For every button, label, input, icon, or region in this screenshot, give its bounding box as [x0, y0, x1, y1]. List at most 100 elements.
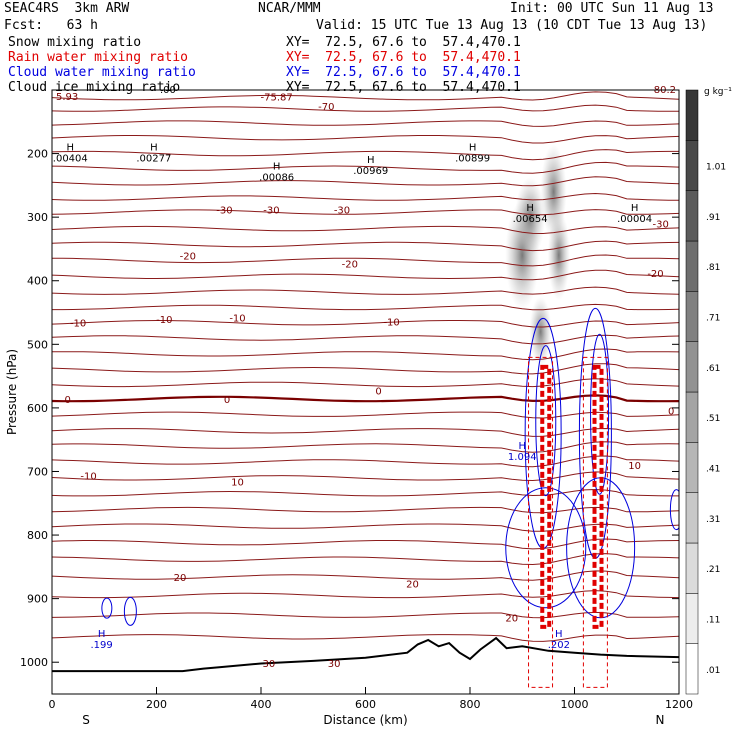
max-marker-5: H [526, 203, 534, 214]
y-tick-label-4: 600 [27, 402, 48, 415]
colorbar-level-1: .11 [706, 616, 720, 626]
header-line1-right: Init: 00 UTC Sun 11 Aug 13 [510, 1, 714, 16]
max-marker-0: H [67, 142, 75, 153]
isotherm-line-19 [52, 378, 679, 388]
field-cloud-ice-xy: XY= 72.5, 67.6 to 57.4,470.1 [286, 80, 521, 95]
colorbar-level-7: .71 [706, 314, 720, 324]
temperature-label-3: -30 [263, 206, 279, 217]
snow-shade-4 [529, 296, 552, 367]
colorbar-level-4: .41 [706, 465, 720, 475]
temperature-label-19: 10 [628, 461, 641, 472]
isotherm-line-29 [52, 538, 679, 550]
temperature-label-20: 20 [174, 573, 187, 584]
rain-contour-2 [540, 364, 552, 629]
temperature-label-15: 0 [375, 387, 381, 398]
temperature-label-24: 30 [328, 659, 341, 670]
y-tick-label-7: 900 [27, 593, 48, 606]
temperature-label-12: -10 [383, 317, 399, 328]
colorbar-segment-2 [685, 542, 699, 594]
colorbar-segment-3 [685, 492, 699, 544]
cloud-water-contour-1 [535, 345, 557, 497]
rain-contour-0 [528, 356, 554, 688]
max-value-9: .202 [548, 640, 570, 651]
field-snow-label: Snow mixing ratio [8, 35, 142, 50]
max-marker-3: H [367, 155, 375, 166]
y-tick-label-1: 300 [27, 211, 48, 224]
y-tick-label-3: 500 [27, 338, 48, 351]
isotherm-line-21 [52, 411, 679, 419]
isotherm-line-5 [52, 161, 679, 174]
colorbar-level-0: .01 [706, 666, 720, 676]
x-tick-label-0: 0 [49, 698, 56, 711]
max-value-5: .00654 [513, 214, 548, 225]
isotherm-line-8 [52, 209, 679, 216]
max-marker-6: H [631, 203, 639, 214]
field-snow-xy: XY= 72.5, 67.6 to 57.4,470.1 [286, 35, 521, 50]
plot-frame [51, 89, 680, 695]
header-line1-left: SEAC4RS 3km ARW [4, 1, 130, 16]
colorbar-level-3: .31 [706, 515, 720, 525]
temperature-label-22: 20 [505, 614, 518, 625]
isotherm-line-0 [52, 91, 679, 101]
isotherm-line-20 [52, 394, 679, 403]
temperature-label-23: 30 [262, 659, 275, 670]
max-marker-1: H [150, 142, 158, 153]
max-marker-2: H [273, 161, 281, 172]
isotherm-line-15 [52, 320, 679, 328]
isotherm-line-22 [52, 427, 679, 437]
isotherm-line-12 [52, 269, 679, 281]
x-tick-label-4: 800 [460, 698, 481, 711]
y-axis-label: Pressure (hPa) [5, 349, 19, 435]
colorbar-level-5: .51 [706, 414, 720, 424]
y-tick-label-2: 400 [27, 275, 48, 288]
colorbar-level-2: .21 [706, 565, 720, 575]
y-tick-label-8: 1000 [20, 656, 48, 669]
temperature-label-5: -30 [653, 220, 669, 231]
header-line2-right: Valid: 15 UTC Tue 13 Aug 13 (10 CDT Tue … [316, 18, 708, 33]
cloud-water-contour-6 [101, 597, 113, 619]
max-marker-7: H [98, 629, 106, 640]
temperature-label-7: -20 [342, 260, 358, 271]
x-tick-label-3: 600 [355, 698, 376, 711]
temperature-label-17: -10 [80, 471, 96, 482]
colorbar-level-9: .91 [706, 213, 720, 223]
temperature-label-2: -30 [216, 206, 232, 217]
isotherm-line-13 [52, 286, 679, 295]
temperature-label-6: -20 [180, 251, 196, 262]
snow-shade-1 [515, 177, 546, 258]
colorbar-level-10: 1.01 [706, 163, 726, 173]
max-value-7: .199 [91, 640, 113, 651]
field-rain-xy: XY= 72.5, 67.6 to 57.4,470.1 [286, 50, 521, 65]
temperature-label-18: 10 [231, 478, 244, 489]
isotherm-line-16 [52, 334, 679, 345]
isotherm-line-9 [52, 225, 679, 235]
temperature-label-13: 0 [64, 395, 70, 406]
isotherm-line-17 [52, 348, 679, 361]
isotherm-line-26 [52, 488, 679, 497]
colorbar-segment-4 [685, 442, 699, 493]
temperature-label-10: -10 [156, 315, 172, 326]
field-cloud-water-label: Cloud water mixing ratio [8, 65, 196, 80]
isotherm-line-1 [52, 104, 679, 112]
colorbar-segment-5 [685, 391, 699, 443]
isotherm-line-27 [52, 506, 679, 514]
max-value-4: .00899 [455, 153, 490, 164]
isotherm-line-31 [52, 570, 679, 581]
y-tick-label-5: 700 [27, 465, 48, 478]
x-tick-label-5: 1000 [561, 698, 589, 711]
rain-contour-3 [592, 364, 604, 629]
isotherm-line-2 [52, 120, 679, 127]
temperature-label-1: -75.87 [261, 92, 293, 103]
max-value-1: .00277 [136, 153, 171, 164]
isotherm-line-18 [52, 363, 679, 375]
temperature-label-14: 0 [224, 395, 230, 406]
temperature-label-9: -10 [70, 319, 86, 330]
isotherm-line-34 [52, 634, 679, 642]
x-end-label-south: S [82, 713, 90, 727]
max-marker-4: H [469, 142, 477, 153]
max-value-6: .00004 [617, 214, 652, 225]
isotherm-line-4 [52, 149, 679, 161]
max-marker-8: H [518, 441, 526, 452]
temperature-label-8: -20 [647, 269, 663, 280]
